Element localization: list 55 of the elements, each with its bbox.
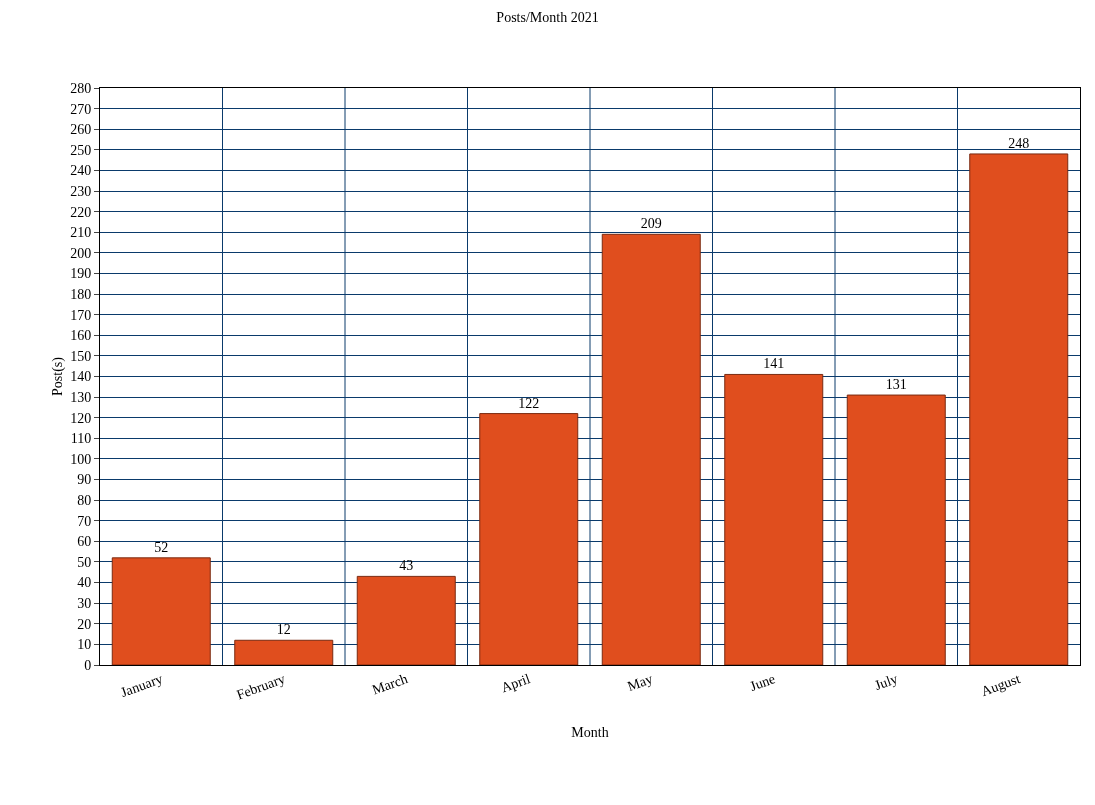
data-label: 52 xyxy=(154,539,169,555)
x-tick-label: August xyxy=(979,671,1023,700)
x-tick-label: January xyxy=(118,671,165,701)
bar xyxy=(356,575,456,665)
y-tick-label: 60 xyxy=(77,534,92,550)
chart-title: Posts/Month 2021 xyxy=(496,9,599,25)
bar xyxy=(601,233,701,665)
y-tick-label: 180 xyxy=(70,286,92,302)
y-tick-label: 140 xyxy=(70,369,92,385)
data-label: 141 xyxy=(763,356,785,372)
y-tick-label: 90 xyxy=(77,472,92,488)
y-tick-label: 250 xyxy=(70,142,92,158)
bar xyxy=(724,373,824,665)
y-tick-label: 260 xyxy=(70,122,92,138)
data-label: 248 xyxy=(1008,135,1030,151)
y-tick-label: 40 xyxy=(77,575,92,591)
y-tick-label: 210 xyxy=(70,225,92,241)
bar xyxy=(969,153,1069,665)
y-tick-label: 130 xyxy=(70,390,92,406)
x-axis-title: Month xyxy=(571,724,609,740)
y-tick-label: 230 xyxy=(70,183,92,199)
x-tick-label: June xyxy=(747,671,778,694)
y-tick-label: 70 xyxy=(77,513,92,529)
data-label: 209 xyxy=(640,216,662,232)
y-tick-label: 200 xyxy=(70,245,92,261)
y-tick-label: 10 xyxy=(77,637,92,653)
y-tick-label: 0 xyxy=(84,657,92,673)
y-tick-label: 270 xyxy=(70,101,92,117)
bar xyxy=(846,394,946,665)
y-tick-label: 30 xyxy=(77,596,92,612)
bar xyxy=(234,639,334,665)
data-label: 131 xyxy=(885,377,907,393)
x-tick-label: May xyxy=(625,671,655,694)
x-tick-label: March xyxy=(370,671,410,698)
data-label: 12 xyxy=(276,622,291,638)
y-tick-label: 120 xyxy=(70,410,92,426)
data-label: 122 xyxy=(518,395,540,411)
x-tick-label: April xyxy=(499,671,533,696)
y-tick-label: 20 xyxy=(77,616,92,632)
bar xyxy=(479,413,579,665)
y-tick-label: 170 xyxy=(70,307,92,323)
y-tick-label: 220 xyxy=(70,204,92,220)
y-tick-label: 240 xyxy=(70,163,92,179)
y-axis-title: Post(s) xyxy=(50,356,66,396)
x-tick-label: July xyxy=(872,671,900,694)
y-tick-label: 160 xyxy=(70,328,92,344)
y-tick-label: 110 xyxy=(70,431,92,447)
data-label: 43 xyxy=(399,558,414,574)
y-tick-label: 100 xyxy=(70,451,92,467)
y-tick-label: 150 xyxy=(70,348,92,364)
y-tick-label: 190 xyxy=(70,266,92,282)
y-tick-label: 80 xyxy=(77,493,92,509)
y-tick-label: 280 xyxy=(70,80,92,96)
y-tick-label: 50 xyxy=(77,554,92,570)
bar xyxy=(111,557,211,665)
